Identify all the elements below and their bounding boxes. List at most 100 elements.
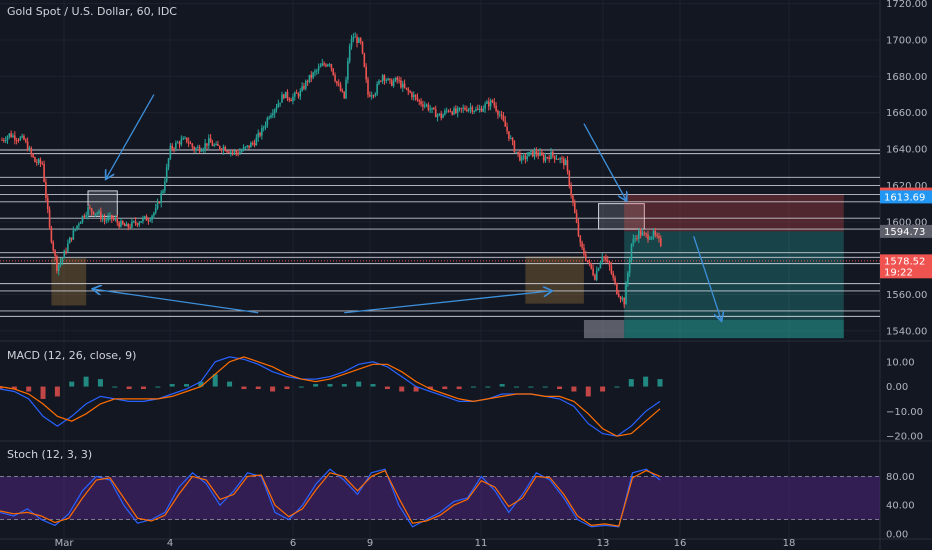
candle-body [237,152,239,155]
candle-body [50,227,53,243]
candle-body [583,247,585,255]
candle-body [652,231,655,238]
macd-histogram-bar [571,386,577,392]
candle-body [411,92,413,98]
candle-body [301,86,303,91]
candle-body [304,81,307,89]
candle-body [641,232,644,236]
candle-body [268,117,270,119]
price-label: 1613.69 [884,192,925,203]
candle-body [65,250,67,252]
candle-body [165,166,168,182]
candle-body [478,108,481,110]
candle-body [358,38,360,43]
annotation-arrow [344,291,551,314]
macd-histogram-bar [69,381,75,387]
candle-body [390,80,393,86]
candle-body [453,108,455,115]
stoch-y-tick: 0.00 [886,530,908,541]
candle-body [548,157,550,160]
candle-body [400,80,402,88]
candle-body [520,156,523,161]
candle-body [337,83,340,85]
candle-body [140,221,142,223]
candle-body [356,36,358,43]
candle-body [85,215,87,218]
candle-body [98,211,100,214]
candle-body [477,108,479,110]
candle-body [319,65,322,68]
macd-histogram-bar [0,386,3,390]
macd-histogram-bar [542,386,548,388]
candle-body [112,218,115,220]
candle-body [259,132,261,136]
candle-body [202,148,205,151]
candle-body [544,156,547,161]
candle-body [109,215,111,218]
candle-body [286,91,289,99]
candle-body [90,208,93,212]
candle-body [361,41,364,54]
candle-body [594,275,596,280]
candle-body [306,81,309,82]
candle-body [149,219,152,221]
candle-body [528,152,530,157]
price-label-bg [880,224,932,238]
candle-body [621,297,624,300]
candle-body [588,261,591,264]
x-tick-label: 4 [167,538,173,549]
candle-body [17,140,20,141]
candle-body [290,100,292,102]
candle-body [401,83,404,88]
candle-body [61,258,64,262]
candle-body [455,108,457,113]
candle-body [59,261,62,265]
candle-body [348,46,351,61]
candle-body [643,232,646,234]
stoch-d-line [0,469,661,527]
macd-title: MACD (12, 26, close, 9) [7,349,137,362]
x-tick-label: 11 [475,538,488,549]
candle-body [101,218,104,220]
stoch-y-tick: 40.00 [886,501,915,512]
candle-body [217,144,219,146]
candle-body [272,113,274,116]
candle-body [228,151,230,153]
y-tick-label: 1660.00 [886,108,927,119]
candle-body [72,230,75,240]
candle-body [658,235,660,239]
macd-histogram-bar [184,384,190,387]
candle-body [427,104,430,110]
candle-body [471,107,474,112]
candle-body [156,202,159,209]
candle-body [469,107,472,109]
candle-body [489,100,492,107]
candle-body [186,137,188,142]
candle-body [303,86,305,89]
candle-body [431,107,433,110]
candle-body [638,230,640,239]
price-label-bg [880,190,932,204]
candle-body [35,162,38,163]
candle-body [34,157,36,163]
candle-body [497,110,499,115]
candle-body [533,151,536,157]
macd-y-tick: −20.00 [886,432,923,443]
candle-body [111,215,113,219]
macd-histogram-bar [169,384,175,387]
macd-histogram-bar [557,386,563,390]
candle-body [586,260,589,262]
candle-body [650,237,653,239]
y-tick-label: 1640.00 [886,145,927,156]
candle-body [442,114,444,118]
chart-title: Gold Spot / U.S. Dollar, 60, IDC [7,5,177,18]
zone-box [525,256,584,304]
macd-histogram-bar [155,386,161,388]
candle-body [226,151,228,152]
macd-histogram-bar [212,374,218,387]
macd-y-tick: 0.00 [886,382,908,393]
candle-body [542,155,545,161]
candle-body [451,111,453,115]
candle-body [440,113,442,118]
